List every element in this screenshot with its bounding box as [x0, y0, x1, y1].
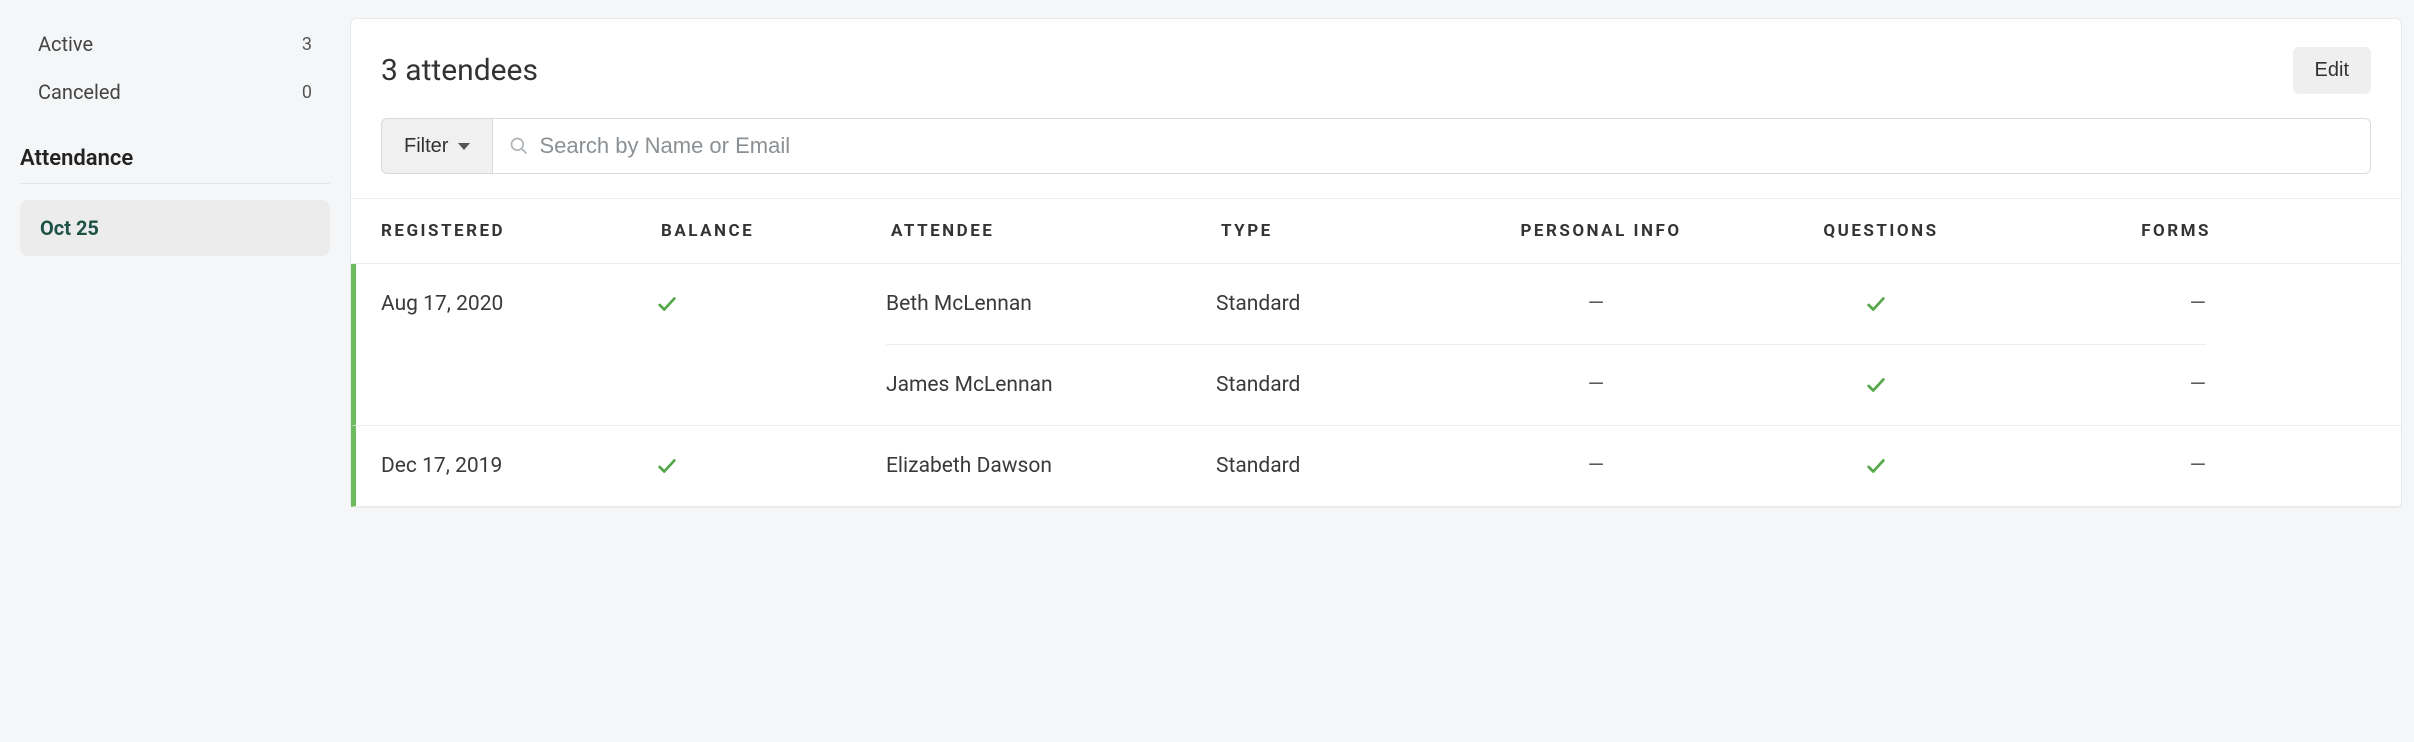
search-icon — [509, 136, 529, 156]
cell-forms: — — [2006, 426, 2206, 506]
cell-forms: — — [2006, 264, 2206, 344]
check-icon — [656, 455, 678, 477]
cell-balance — [656, 264, 886, 344]
cell-attendee: Beth McLennan — [886, 264, 1216, 344]
th-registered[interactable]: REGISTERED — [381, 221, 661, 241]
dash-icon: — — [1588, 373, 1604, 397]
cell-type: Standard — [1216, 426, 1446, 506]
status-count: 0 — [302, 82, 312, 103]
dash-icon: — — [1588, 292, 1604, 316]
attendance-date-item[interactable]: Oct 25 — [20, 200, 330, 256]
cell-personal-info: — — [1446, 344, 1746, 425]
th-personal-info[interactable]: PERSONAL INFO — [1451, 221, 1751, 241]
page-title: 3 attendees — [381, 53, 538, 88]
check-icon — [1865, 455, 1887, 477]
th-type[interactable]: TYPE — [1221, 221, 1451, 241]
sidebar-status-active[interactable]: Active 3 — [38, 20, 312, 68]
search-wrap — [493, 118, 2371, 174]
cell-type: Standard — [1216, 264, 1446, 344]
cell-personal-info: — — [1446, 426, 1746, 506]
check-icon — [656, 293, 678, 315]
caret-down-icon — [458, 143, 470, 150]
filter-button[interactable]: Filter — [381, 118, 493, 174]
table-group: Aug 17, 2020Beth McLennanStandard——James… — [351, 264, 2401, 426]
cell-personal-info: — — [1446, 264, 1746, 344]
table-row[interactable]: James McLennanStandard — — — [356, 344, 2401, 425]
sidebar: Active 3 Canceled 0 Attendance Oct 25 — [0, 0, 350, 742]
status-list: Active 3 Canceled 0 — [20, 20, 330, 116]
cell-questions — [1746, 264, 2006, 344]
table-group: Dec 17, 2019 Elizabeth DawsonStandard — — — [351, 426, 2401, 507]
sidebar-status-canceled[interactable]: Canceled 0 — [38, 68, 312, 116]
cell-registered: Dec 17, 2019 — [381, 426, 656, 506]
table-body: Aug 17, 2020Beth McLennanStandard——James… — [351, 264, 2401, 507]
dash-icon: — — [1588, 454, 1604, 478]
main-inner: 3 attendees Edit Filter REG — [350, 18, 2402, 508]
th-forms[interactable]: FORMS — [2011, 221, 2211, 241]
cell-type: Standard — [1216, 344, 1446, 425]
filter-label: Filter — [404, 135, 448, 158]
cell-balance — [656, 426, 886, 506]
cell-forms: — — [2006, 344, 2206, 425]
cell-questions — [1746, 426, 2006, 506]
status-count: 3 — [302, 34, 312, 55]
status-label: Active — [38, 32, 93, 56]
status-label: Canceled — [38, 80, 121, 104]
table-header: REGISTERED BALANCE ATTENDEE TYPE PERSONA… — [351, 198, 2401, 264]
check-icon — [1865, 293, 1887, 315]
cell-attendee: James McLennan — [886, 344, 1216, 425]
dash-icon: — — [2190, 292, 2206, 316]
th-attendee[interactable]: ATTENDEE — [891, 221, 1221, 241]
table-row[interactable]: Aug 17, 2020 Beth McLennanStandard — — — [356, 264, 2401, 344]
cell-attendee: Elizabeth Dawson — [886, 426, 1216, 506]
attendance-section-title: Attendance — [20, 146, 330, 184]
controls-row: Filter — [351, 118, 2401, 198]
attendees-table: REGISTERED BALANCE ATTENDEE TYPE PERSONA… — [351, 198, 2401, 507]
cell-questions — [1746, 344, 2006, 425]
cell-registered — [381, 357, 656, 413]
dash-icon: — — [2190, 454, 2206, 478]
main-panel: 3 attendees Edit Filter REG — [350, 0, 2414, 742]
table-row[interactable]: Dec 17, 2019 Elizabeth DawsonStandard — — — [356, 426, 2401, 506]
search-input[interactable] — [539, 119, 2354, 173]
th-questions[interactable]: QUESTIONS — [1751, 221, 2011, 241]
header-row: 3 attendees Edit — [351, 19, 2401, 118]
cell-registered: Aug 17, 2020 — [381, 264, 656, 344]
cell-balance — [656, 357, 886, 413]
dash-icon: — — [2190, 373, 2206, 397]
th-balance[interactable]: BALANCE — [661, 221, 891, 241]
check-icon — [1865, 374, 1887, 396]
edit-button[interactable]: Edit — [2293, 47, 2371, 94]
